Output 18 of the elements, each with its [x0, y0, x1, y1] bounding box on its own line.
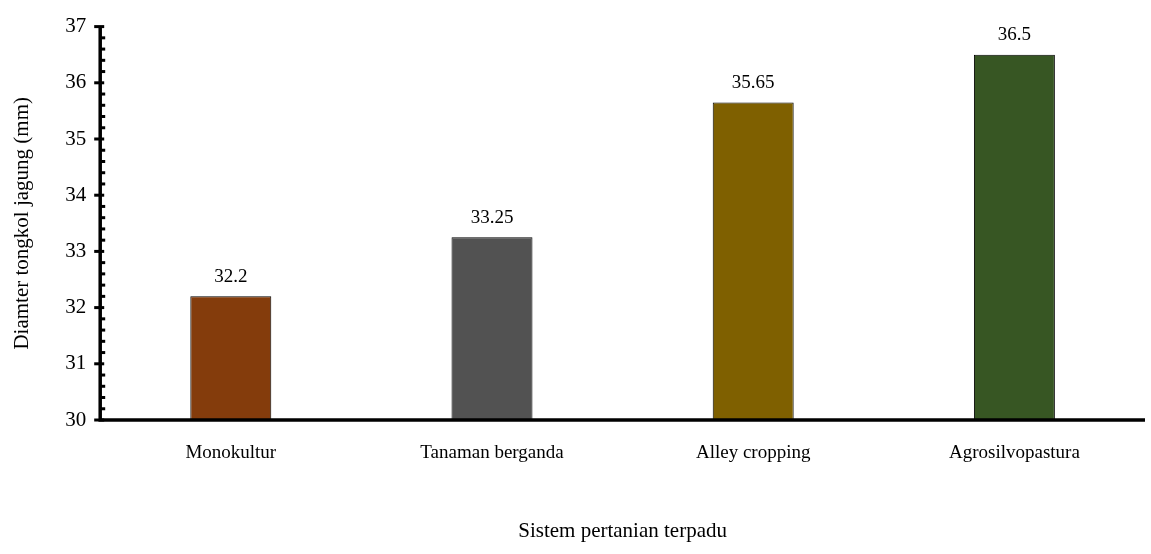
data-label: 35.65 [731, 70, 775, 92]
x-tick-label: Monokultur [185, 441, 277, 463]
y-tick-label: 33 [65, 237, 87, 262]
y-axis-title: Diamter tongkol jagung (mm) [9, 97, 34, 350]
x-tick-label: Alley cropping [695, 441, 811, 463]
y-tick-label: 32 [65, 294, 87, 319]
y-tick-label: 35 [65, 125, 87, 150]
data-label: 36.5 [997, 23, 1032, 45]
data-label: 32.2 [214, 264, 248, 286]
x-tick-label: Tanaman berganda [420, 441, 565, 463]
y-tick-label: 30 [65, 406, 87, 431]
y-tick-label: 34 [65, 181, 87, 206]
x-axis-title: Sistem pertanian terpadu [518, 517, 728, 542]
y-tick-label: 36 [65, 69, 87, 94]
data-label: 33.25 [470, 205, 514, 227]
y-tick-label: 31 [65, 350, 87, 375]
x-tick-label: Agrosilvopastura [948, 441, 1081, 463]
y-tick-label: 37 [65, 13, 87, 38]
